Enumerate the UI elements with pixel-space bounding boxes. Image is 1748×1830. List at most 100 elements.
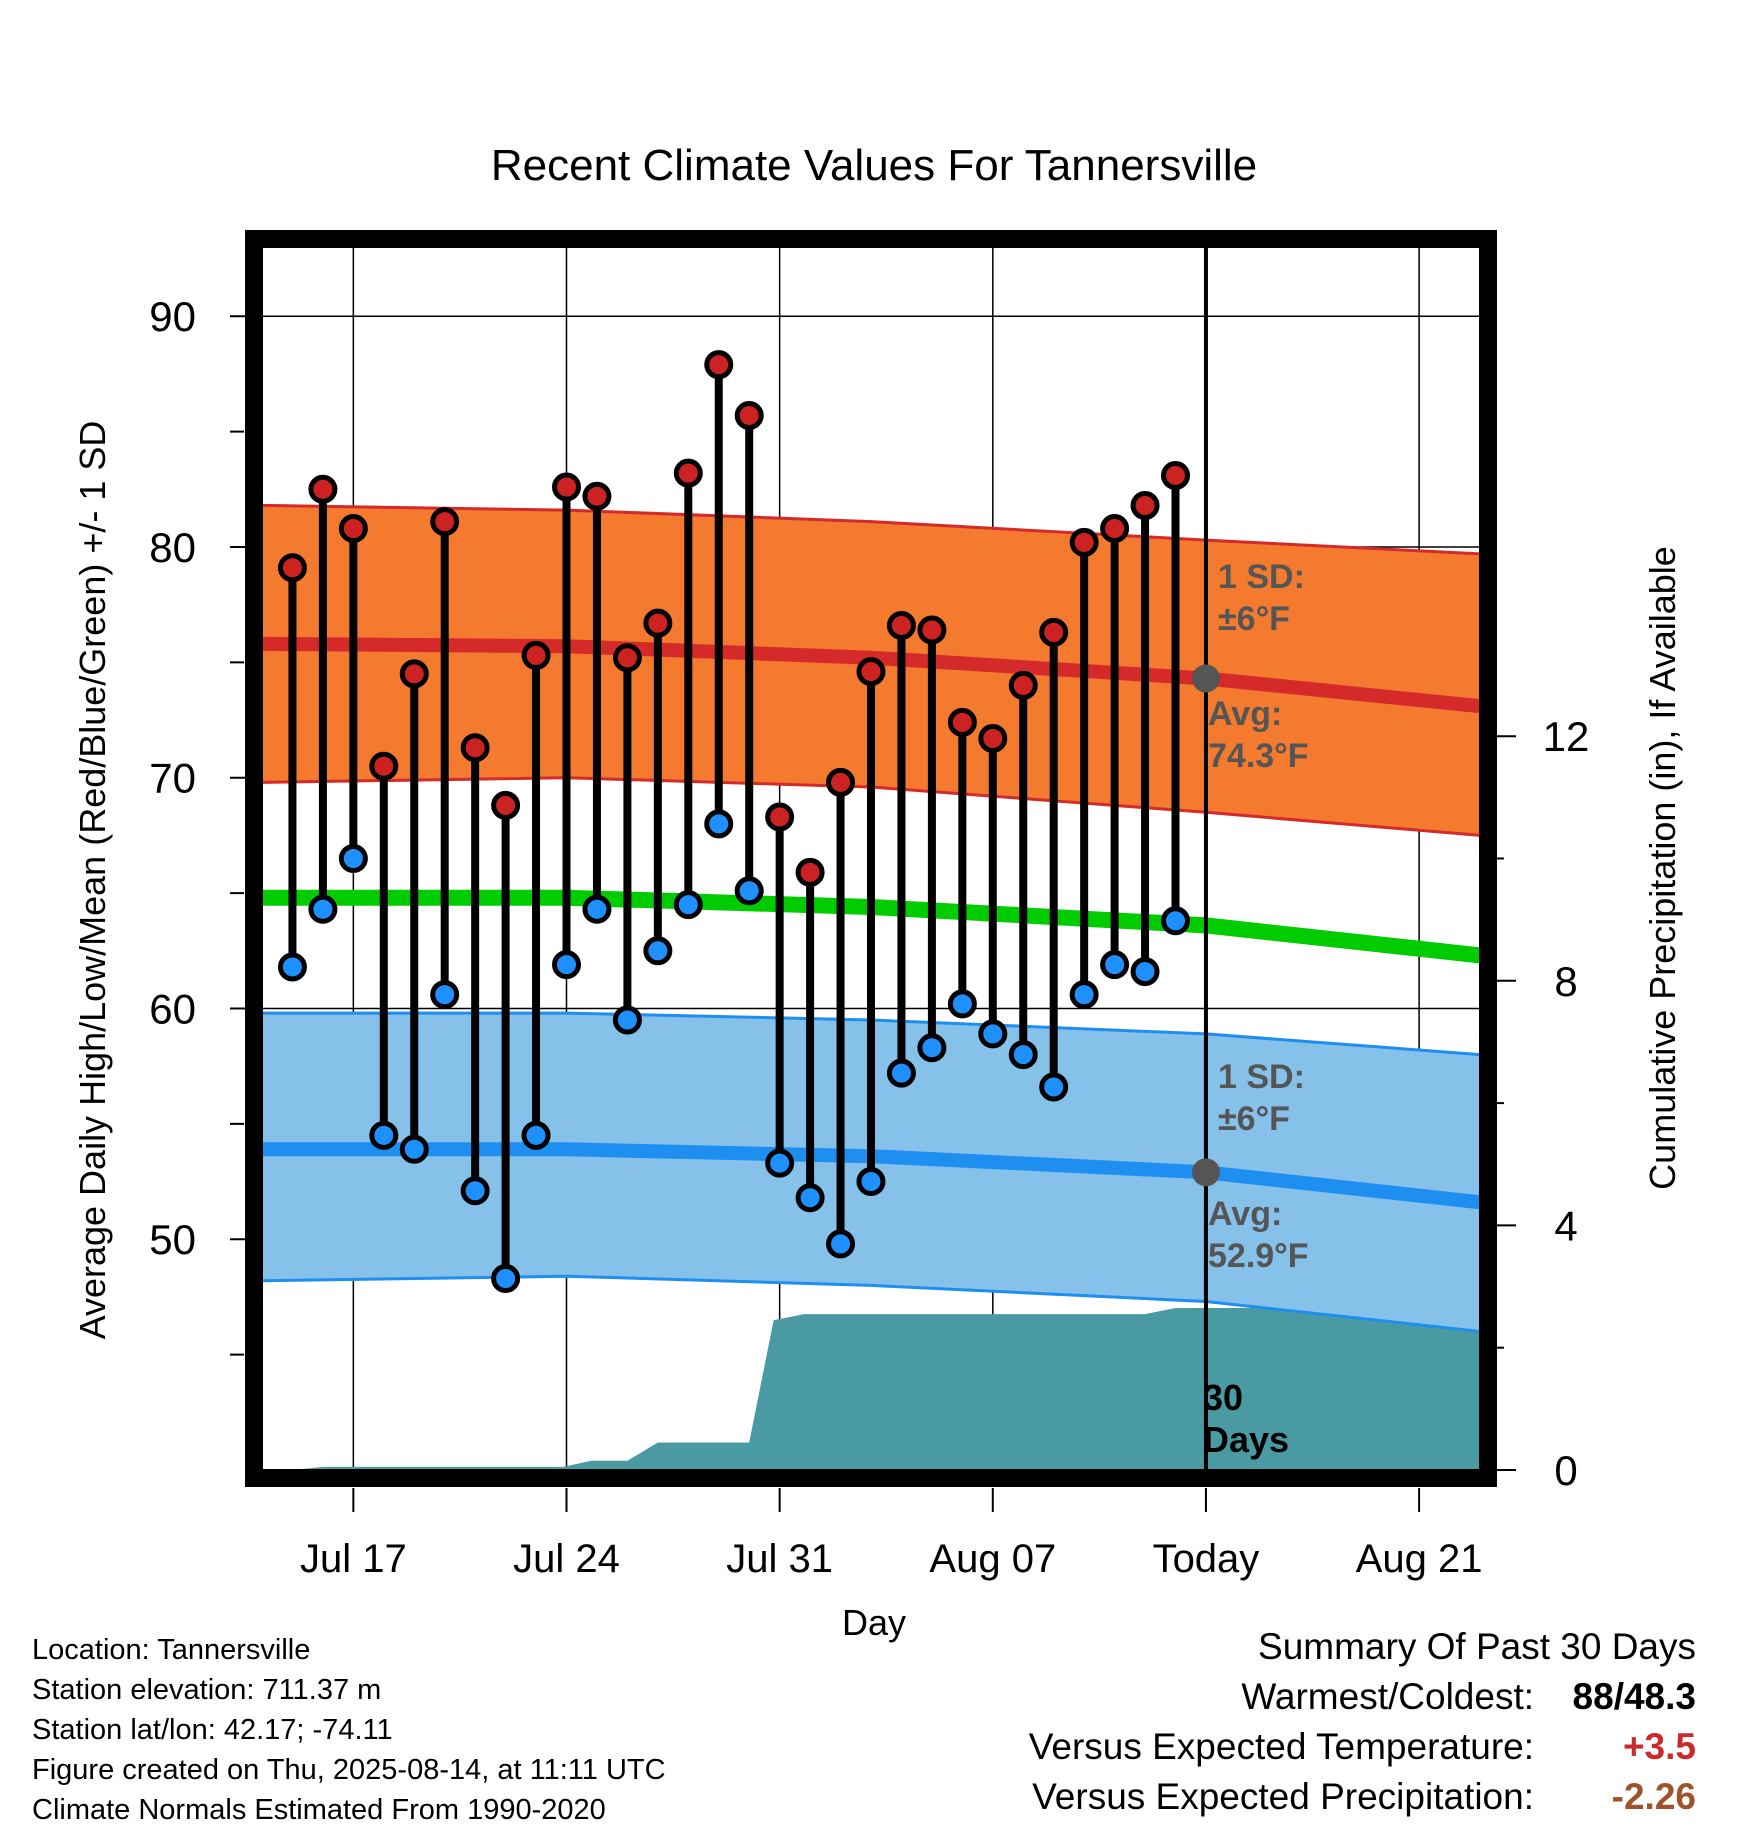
latlon-text: Station lat/lon: 42.17; -74.11 xyxy=(32,1714,393,1746)
created-text: Figure created on Thu, 2025-08-14, at 11… xyxy=(32,1754,666,1786)
daily-high-point xyxy=(612,643,642,673)
daily-low-point xyxy=(1161,906,1190,936)
daily-low-point xyxy=(308,894,338,924)
y2-tick-label: 4 xyxy=(1554,1202,1577,1249)
y-tick-label: 50 xyxy=(149,1216,196,1263)
warmest-coldest-value: 88/48.3 xyxy=(1572,1676,1696,1717)
y-tick-label: 70 xyxy=(149,755,196,802)
daily-low-point xyxy=(521,1120,551,1150)
daily-high-point xyxy=(460,733,490,763)
summary-title: Summary Of Past 30 Days xyxy=(1258,1626,1696,1667)
high-band-upper-edge xyxy=(262,503,1480,556)
daily-high-point xyxy=(491,790,521,820)
daily-high-point xyxy=(308,474,338,504)
daily-high-point xyxy=(430,507,460,537)
y-ticks: 50 60 70 80 90 xyxy=(149,293,256,1356)
y-axis-label: Average Daily High/Low/Mean (Red/Blue/Gr… xyxy=(72,421,113,1340)
y2-tick-label: 12 xyxy=(1543,713,1590,760)
y2-tick-label: 0 xyxy=(1554,1447,1577,1494)
precip-anomaly-value: -2.26 xyxy=(1611,1776,1696,1817)
daily-low-point xyxy=(856,1167,886,1197)
daily-low-point xyxy=(1100,950,1130,980)
high-sd-annotation-line-1: ±6°F xyxy=(1218,600,1290,638)
x-tick-label: Jul 24 xyxy=(513,1537,620,1581)
daily-low-point xyxy=(917,1033,947,1063)
low-band-lower-edge xyxy=(262,1274,1480,1333)
summary-panel: Summary Of Past 30 Days Warmest/Coldest:… xyxy=(1029,1622,1696,1822)
daily-high-point xyxy=(1069,527,1099,557)
chart-title: Recent Climate Values For Tannersville xyxy=(491,141,1257,190)
daily-low-point xyxy=(552,950,581,980)
daily-high-point xyxy=(1130,490,1160,520)
daily-high-point xyxy=(1100,514,1130,544)
precip-area xyxy=(262,1308,1480,1470)
daily-high-point xyxy=(765,802,795,832)
plot-area: 1 SD: ±6°F Avg: 74.3°F 1 SD: ±6°F Avg: 52.9°F 30… xyxy=(149,230,1589,1581)
daily-low-point xyxy=(886,1058,916,1088)
daily-low-point xyxy=(978,1019,1008,1049)
daily-high-point xyxy=(521,640,551,670)
warmest-coldest-label: Warmest/Coldest: xyxy=(1241,1676,1534,1717)
daily-high-point xyxy=(856,657,886,687)
x-tick-label: Aug 21 xyxy=(1356,1537,1483,1581)
daily-low-point xyxy=(612,1005,642,1035)
y2-axis-label: Cumulative Precipitation (in), If Availa… xyxy=(1642,546,1683,1190)
low-sd-annotation-line-0: 1 SD: xyxy=(1218,1058,1305,1096)
x-axis-label: Day xyxy=(842,1602,906,1643)
precip-anomaly-row: Versus Expected Precipitation: -2.26 xyxy=(1029,1772,1696,1822)
daily-low-point xyxy=(947,989,977,1019)
daily-low-point xyxy=(1069,980,1099,1010)
today-low-avg-marker xyxy=(1191,1158,1220,1187)
daily-low-point xyxy=(338,844,368,873)
station-info: Location: Tannersville Station elevation… xyxy=(32,1630,666,1830)
daily-low-point xyxy=(399,1134,429,1164)
daily-high-point xyxy=(277,553,307,583)
daily-high-point xyxy=(552,472,581,502)
high-avg-annotation-line-0: Avg: xyxy=(1208,695,1282,733)
daily-high-point xyxy=(947,707,977,737)
daily-low-point xyxy=(491,1263,521,1293)
days-annotation-line-1: Days xyxy=(1203,1419,1289,1460)
x-tick-label: Today xyxy=(1153,1537,1260,1581)
daily-low-point xyxy=(277,952,307,982)
temp-anomaly-label: Versus Expected Temperature: xyxy=(1028,1726,1534,1767)
normals-text: Climate Normals Estimated From 1990-2020 xyxy=(32,1794,606,1826)
daily-high-point xyxy=(886,610,916,640)
daily-high-point xyxy=(338,514,368,544)
temp-anomaly-row: Versus Expected Temperature: +3.5 xyxy=(1029,1722,1696,1772)
daily-low-point xyxy=(369,1120,399,1150)
daily-low-point xyxy=(582,894,612,924)
daily-high-point xyxy=(1161,460,1190,490)
x-ticks: Jul 17 Jul 24 Jul 31 Aug 07 Today Aug 21 xyxy=(300,1488,1483,1581)
daily-high-point xyxy=(1008,670,1038,700)
daily-high-point xyxy=(399,659,429,689)
location-text: Location: Tannersville xyxy=(32,1634,311,1666)
y2-tick-label: 8 xyxy=(1554,958,1577,1005)
y-tick-label: 90 xyxy=(149,293,196,340)
daily-high-point xyxy=(704,350,734,380)
daily-high-point xyxy=(1039,617,1069,647)
daily-high-point xyxy=(582,481,612,511)
y-tick-label: 60 xyxy=(149,985,196,1032)
daily-low-point xyxy=(1130,957,1160,987)
daily-high-point xyxy=(734,400,764,430)
daily-low-point xyxy=(826,1229,856,1259)
low-avg-annotation-line-1: 52.9°F xyxy=(1208,1237,1309,1275)
warmest-coldest-row: Warmest/Coldest: 88/48.3 xyxy=(1029,1672,1696,1722)
y-tick-label: 80 xyxy=(149,524,196,571)
daily-high-point xyxy=(643,608,673,638)
daily-low-point xyxy=(1039,1072,1069,1102)
daily-high-point xyxy=(826,767,856,797)
y2-ticks: 0 4 8 12 xyxy=(1488,713,1589,1494)
precip-anomaly-label: Versus Expected Precipitation: xyxy=(1032,1776,1534,1817)
x-tick-label: Jul 17 xyxy=(300,1537,407,1581)
temp-anomaly-value: +3.5 xyxy=(1622,1726,1696,1767)
today-high-avg-marker xyxy=(1191,664,1220,693)
daily-low-point xyxy=(704,809,734,839)
daily-high-point xyxy=(917,615,947,645)
daily-low-point xyxy=(795,1183,825,1213)
daily-high-point xyxy=(369,751,399,781)
high-avg-annotation-line-1: 74.3°F xyxy=(1208,737,1309,775)
days-annotation-line-0: 30 xyxy=(1203,1377,1243,1418)
